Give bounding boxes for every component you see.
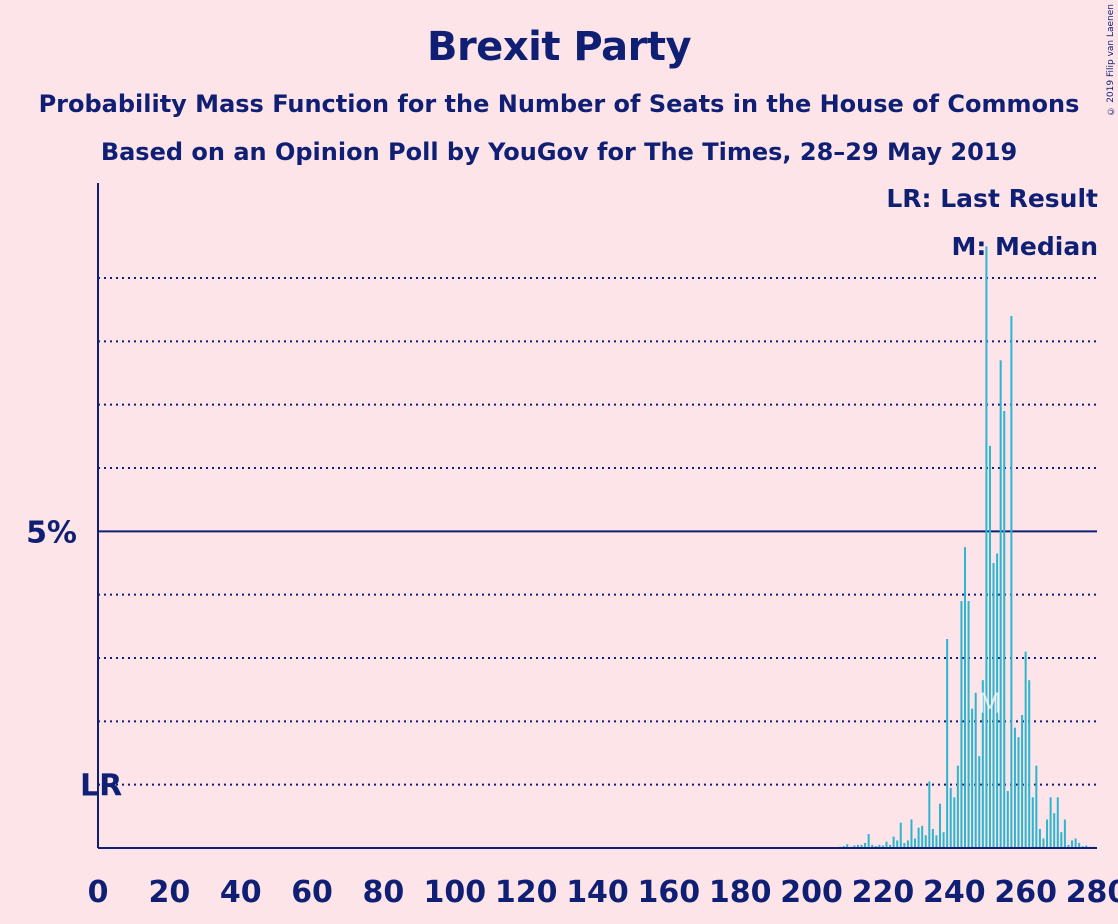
bar bbox=[1074, 838, 1077, 848]
bar bbox=[899, 822, 902, 848]
x-tick-label: 20 bbox=[148, 875, 190, 910]
bar bbox=[921, 825, 924, 848]
bar bbox=[1042, 838, 1045, 848]
bar bbox=[963, 547, 966, 848]
bar bbox=[864, 842, 867, 848]
bar bbox=[885, 841, 888, 848]
bar bbox=[856, 844, 859, 848]
x-tick-label: 280 bbox=[1066, 875, 1118, 910]
bar bbox=[999, 360, 1002, 848]
bar bbox=[867, 834, 870, 848]
bar bbox=[878, 844, 881, 848]
bar bbox=[924, 835, 927, 848]
median-marker: M bbox=[978, 686, 1002, 719]
bar bbox=[1078, 842, 1081, 848]
bar bbox=[889, 844, 892, 848]
bar bbox=[935, 835, 938, 848]
bar bbox=[1024, 651, 1027, 848]
bar bbox=[967, 601, 970, 848]
x-tick-label: 240 bbox=[923, 875, 986, 910]
bar bbox=[910, 819, 913, 848]
bar bbox=[1031, 797, 1034, 848]
last-result-marker: LR bbox=[80, 769, 122, 804]
bar bbox=[978, 756, 981, 848]
chart-subtitle: Probability Mass Function for the Number… bbox=[38, 90, 1080, 118]
bar bbox=[853, 845, 856, 848]
bar bbox=[1063, 819, 1066, 848]
bar bbox=[974, 692, 977, 848]
bar bbox=[1003, 411, 1006, 848]
bar bbox=[1035, 765, 1038, 848]
x-tick-label: 260 bbox=[994, 875, 1057, 910]
bar bbox=[942, 832, 945, 848]
bar bbox=[971, 708, 974, 848]
bar bbox=[988, 445, 991, 848]
bar bbox=[1053, 813, 1056, 848]
bar bbox=[1056, 797, 1059, 848]
bar bbox=[939, 803, 942, 848]
bar bbox=[981, 680, 984, 848]
bar bbox=[914, 838, 917, 848]
bar bbox=[917, 827, 920, 848]
bar bbox=[1010, 316, 1013, 848]
x-tick-label: 140 bbox=[566, 875, 629, 910]
x-tick-label: 220 bbox=[852, 875, 915, 910]
bar bbox=[1060, 832, 1063, 848]
x-tick-label: 80 bbox=[363, 875, 405, 910]
bar bbox=[1017, 737, 1020, 848]
chart-title: Brexit Party bbox=[426, 24, 692, 70]
bar bbox=[1028, 680, 1031, 848]
x-tick-label: 100 bbox=[423, 875, 486, 910]
bar bbox=[928, 781, 931, 848]
x-tick-label: 200 bbox=[780, 875, 843, 910]
bar bbox=[1021, 715, 1024, 848]
bar bbox=[1046, 819, 1049, 848]
x-tick-label: 180 bbox=[709, 875, 772, 910]
bar bbox=[1006, 791, 1009, 848]
y-tick-label: 5% bbox=[26, 515, 77, 550]
bar bbox=[992, 563, 995, 848]
bar bbox=[1085, 845, 1088, 848]
bar bbox=[860, 844, 863, 848]
bar bbox=[892, 836, 895, 848]
bar bbox=[906, 840, 909, 848]
bar bbox=[1067, 844, 1070, 848]
x-tick-label: 0 bbox=[88, 875, 109, 910]
bar bbox=[1038, 829, 1041, 848]
bar bbox=[953, 797, 956, 848]
x-tick-label: 120 bbox=[495, 875, 558, 910]
bar bbox=[956, 765, 959, 848]
bar bbox=[946, 639, 949, 848]
legend-last-result: LR: Last Result bbox=[886, 184, 1098, 213]
bar bbox=[896, 840, 899, 848]
bar bbox=[1071, 840, 1074, 848]
bar bbox=[949, 787, 952, 848]
bar bbox=[871, 844, 874, 848]
bar bbox=[996, 553, 999, 848]
bar bbox=[960, 601, 963, 848]
chart-source: Based on an Opinion Poll by YouGov for T… bbox=[100, 138, 1018, 166]
bar bbox=[931, 829, 934, 848]
bar bbox=[1013, 727, 1016, 848]
bar bbox=[985, 246, 988, 849]
x-tick-label: 160 bbox=[638, 875, 701, 910]
bar bbox=[881, 845, 884, 848]
legend-median: M: Median bbox=[951, 232, 1098, 261]
bar bbox=[1049, 797, 1052, 848]
x-tick-label: 40 bbox=[220, 875, 262, 910]
bar bbox=[846, 844, 849, 848]
bar bbox=[903, 842, 906, 848]
x-tick-label: 60 bbox=[291, 875, 333, 910]
